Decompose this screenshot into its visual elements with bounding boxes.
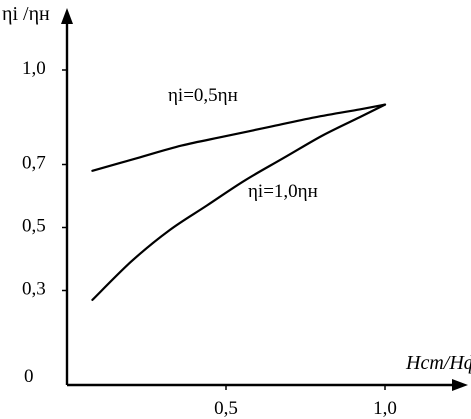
x-axis-arrow (452, 379, 468, 391)
x-tick-label: 1,0 (373, 398, 397, 419)
series-layer (91, 103, 387, 301)
series-label-0: ηi=0,5ηн (168, 85, 238, 106)
y-tick-label: 1,0 (22, 58, 46, 79)
series-label-1: ηi=1,0ηн (248, 181, 318, 202)
series-line-0 (91, 103, 387, 172)
y-tick-label: 0,3 (22, 279, 46, 300)
y-axis-title: ηi /ηн (2, 3, 50, 25)
ticks-layer: 1,0 0,7 0,5 0,3 0,5 1,0 (22, 58, 397, 419)
x-axis-title: Hст/Hф (405, 352, 471, 374)
x-tick-label: 0,5 (214, 398, 238, 419)
y-tick-label: 0,7 (22, 153, 46, 174)
y-axis-arrow (61, 8, 73, 24)
series-line-1 (91, 103, 387, 301)
y-tick-label: 0,5 (22, 216, 46, 237)
origin-label: 0 (24, 366, 34, 387)
